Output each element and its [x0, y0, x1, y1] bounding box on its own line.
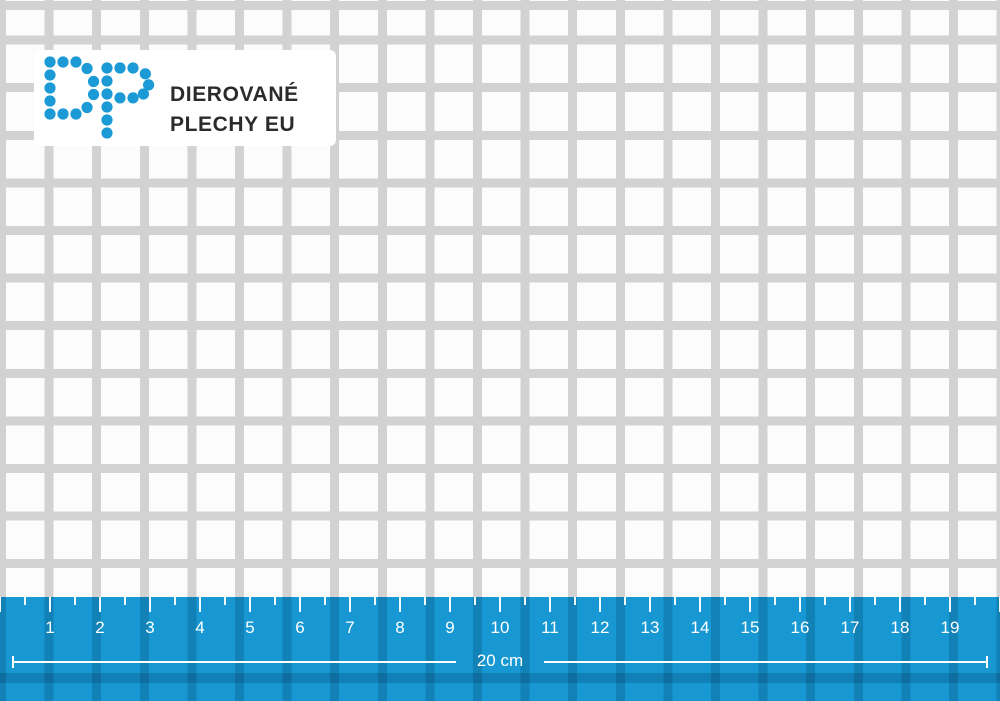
ruler-tick — [274, 597, 276, 605]
ruler-number: 5 — [245, 618, 255, 637]
ruler-tick — [199, 597, 201, 612]
ruler-number: 10 — [490, 618, 510, 637]
dimension-cap-right — [986, 656, 988, 668]
ruler-number: 17 — [840, 618, 860, 637]
ruler-tick — [249, 597, 251, 612]
ruler-grid-band — [0, 673, 1000, 683]
ruler-number: 9 — [445, 618, 455, 637]
ruler-number: 16 — [790, 618, 810, 637]
ruler-tick — [224, 597, 226, 605]
ruler: 1 2 3 4 5 6 7 8 9 10 11 12 13 14 15 16 17 18 19 20 cm — [0, 597, 1000, 701]
ruler-tick — [699, 597, 701, 612]
ruler-tick — [324, 597, 326, 605]
ruler-number: 12 — [590, 618, 610, 637]
ruler-tick — [874, 597, 876, 605]
ruler-tick — [449, 597, 451, 612]
ruler-tick — [749, 597, 751, 612]
ruler-number: 18 — [890, 618, 910, 637]
logo-text-line2: PLECHY EU — [170, 113, 296, 136]
ruler-tick — [349, 597, 351, 612]
ruler-number: 15 — [740, 618, 760, 637]
ruler-tick — [124, 597, 126, 605]
ruler-tick — [524, 597, 526, 605]
ruler-tick — [149, 597, 151, 612]
ruler-number: 11 — [541, 618, 559, 637]
dimension-line-right — [544, 661, 988, 663]
dimension-label: 20 cm — [476, 651, 524, 670]
ruler-number: 3 — [145, 618, 155, 637]
ruler-tick — [24, 597, 26, 605]
ruler-tick — [99, 597, 101, 612]
ruler-tick — [774, 597, 776, 605]
ruler-number: 19 — [940, 618, 960, 637]
logo-panel: DIEROVANÉ PLECHY EU — [34, 50, 336, 146]
ruler-number: 2 — [95, 618, 105, 637]
ruler-tick — [374, 597, 376, 605]
ruler-tick — [399, 597, 401, 612]
ruler-tick — [499, 597, 501, 612]
ruler-number: 8 — [395, 618, 405, 637]
ruler-tick — [974, 597, 976, 605]
ruler-tick — [724, 597, 726, 605]
ruler-tick — [474, 597, 476, 605]
dp-dotted-logo-icon — [44, 56, 155, 139]
ruler-tick — [174, 597, 176, 605]
ruler-number: 1 — [45, 618, 55, 637]
ruler-grid-stripes — [0, 597, 1000, 701]
ruler-number: 4 — [195, 618, 205, 637]
ruler-tick — [849, 597, 851, 612]
ruler-number: 14 — [690, 618, 710, 637]
ruler-tick — [299, 597, 301, 612]
ruler-tick — [924, 597, 926, 605]
ruler-tick — [549, 597, 551, 612]
ruler-tick — [799, 597, 801, 612]
ruler-tick — [49, 597, 51, 612]
dimension-cap-left — [12, 656, 14, 668]
ruler-number: 7 — [345, 618, 355, 637]
ruler-tick — [824, 597, 826, 605]
ruler-tick — [674, 597, 676, 605]
ruler-number: 6 — [295, 618, 305, 637]
ruler-number: 13 — [640, 618, 660, 637]
logo-text-line1: DIEROVANÉ — [170, 83, 299, 106]
ruler-tick — [424, 597, 426, 605]
ruler-tick — [0, 597, 1, 612]
ruler-tick — [74, 597, 76, 605]
ruler-tick — [599, 597, 601, 612]
ruler-tick — [949, 597, 951, 612]
ruler-tick — [649, 597, 651, 612]
logo-text: DIEROVANÉ PLECHY EU — [170, 80, 299, 140]
ruler-tick — [899, 597, 901, 612]
dimension-line-left — [12, 661, 456, 663]
ruler-tick — [574, 597, 576, 605]
ruler-tick — [624, 597, 626, 605]
